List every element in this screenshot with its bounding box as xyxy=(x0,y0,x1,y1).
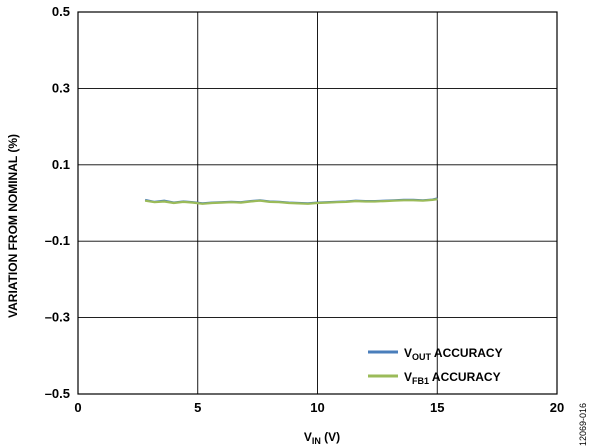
y-tick-label: –0.3 xyxy=(45,310,70,325)
x-tick-label: 0 xyxy=(74,400,81,415)
y-tick-labels: –0.5 –0.3 –0.1 0.1 0.3 0.5 xyxy=(45,4,70,401)
x-tick-label: 5 xyxy=(194,400,201,415)
series-lines xyxy=(144,197,438,205)
y-tick-label: 0.1 xyxy=(52,157,70,172)
x-tick-label: 10 xyxy=(310,400,324,415)
y-tick-label: 0.3 xyxy=(52,80,70,95)
y-tick-label: –0.5 xyxy=(45,386,70,401)
x-tick-label: 20 xyxy=(550,400,564,415)
x-tick-labels: 0 5 10 15 20 xyxy=(74,400,564,415)
y-axis-title: VARIATION FROM NOMINAL (%) xyxy=(6,134,20,318)
series-line-vfb1 xyxy=(144,198,438,205)
legend-label-vfb1: VFB1 ACCURACY xyxy=(404,370,501,386)
x-tick-label: 15 xyxy=(430,400,444,415)
legend: VOUT ACCURACY VFB1 ACCURACY xyxy=(368,346,503,386)
y-tick-label: –0.1 xyxy=(45,233,70,248)
y-tick-label: 0.5 xyxy=(52,4,70,19)
legend-label-vout: VOUT ACCURACY xyxy=(404,346,503,362)
plot-frame xyxy=(77,11,558,395)
figure-id: 12069-016 xyxy=(578,403,588,446)
x-axis-title: VIN (V) xyxy=(304,430,340,446)
